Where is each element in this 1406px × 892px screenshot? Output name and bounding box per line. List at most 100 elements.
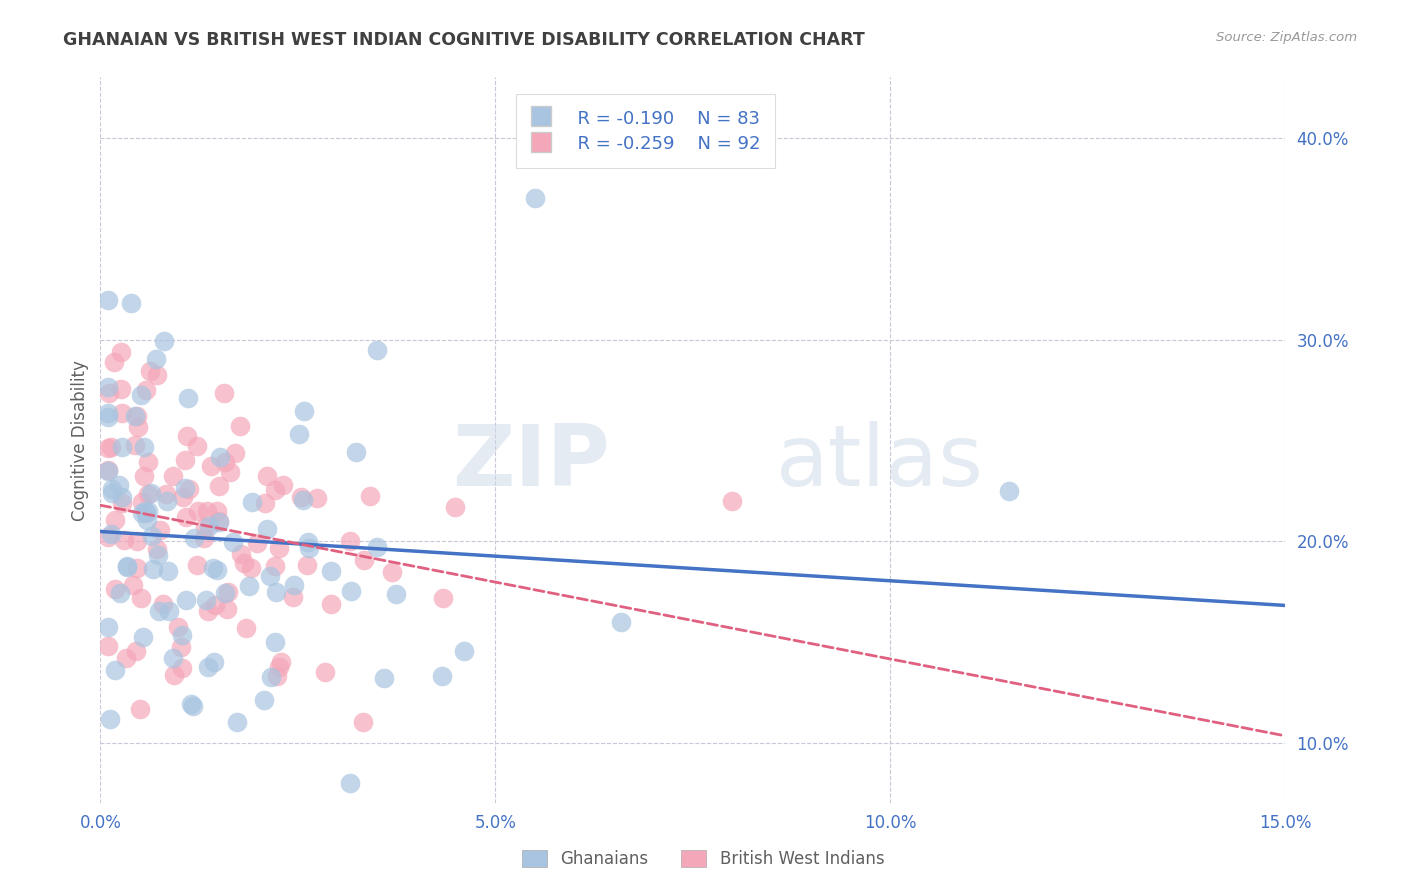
- Point: [129, 388, 152, 402]
- Point: [283, 577, 305, 591]
- Point: [205, 563, 228, 577]
- Point: [124, 409, 146, 423]
- Point: [162, 650, 184, 665]
- Point: [176, 429, 198, 443]
- Point: [97, 380, 120, 394]
- Point: [136, 513, 159, 527]
- Point: [97, 464, 120, 478]
- Point: [198, 519, 221, 533]
- Point: [235, 621, 257, 635]
- Point: [366, 540, 388, 554]
- Point: [259, 569, 281, 583]
- Point: [97, 463, 120, 477]
- Point: [146, 548, 169, 562]
- Point: [283, 590, 305, 604]
- Point: [136, 503, 159, 517]
- Point: [111, 440, 134, 454]
- Point: [264, 635, 287, 649]
- Point: [152, 597, 174, 611]
- Point: [179, 482, 201, 496]
- Point: [385, 587, 408, 601]
- Point: [195, 592, 218, 607]
- Point: [131, 506, 153, 520]
- Point: [148, 604, 170, 618]
- Point: [125, 533, 148, 548]
- Point: [267, 660, 290, 674]
- Point: [174, 509, 197, 524]
- Point: [127, 561, 149, 575]
- Point: [125, 644, 148, 658]
- Point: [156, 494, 179, 508]
- Point: [104, 663, 127, 677]
- Point: [266, 669, 288, 683]
- Point: [170, 661, 193, 675]
- Point: [267, 541, 290, 555]
- Point: [214, 586, 236, 600]
- Point: [183, 531, 205, 545]
- Point: [159, 604, 181, 618]
- Point: [145, 351, 167, 366]
- Legend:   R = -0.190    N = 83,   R = -0.259    N = 92: R = -0.190 N = 83, R = -0.259 N = 92: [516, 94, 775, 168]
- Point: [156, 564, 179, 578]
- Point: [212, 386, 235, 401]
- Point: [100, 527, 122, 541]
- Point: [523, 191, 546, 205]
- Point: [270, 655, 292, 669]
- Point: [373, 671, 395, 685]
- Point: [100, 441, 122, 455]
- Point: [124, 438, 146, 452]
- Point: [314, 665, 336, 679]
- Point: [256, 522, 278, 536]
- Point: [266, 585, 288, 599]
- Point: [112, 533, 135, 547]
- Point: [307, 491, 329, 505]
- Point: [110, 344, 132, 359]
- Point: [226, 715, 249, 730]
- Point: [229, 419, 252, 434]
- Text: Source: ZipAtlas.com: Source: ZipAtlas.com: [1216, 31, 1357, 45]
- Point: [97, 409, 120, 424]
- Point: [238, 579, 260, 593]
- Point: [187, 504, 209, 518]
- Point: [139, 364, 162, 378]
- Point: [366, 343, 388, 357]
- Point: [121, 578, 143, 592]
- Point: [287, 427, 309, 442]
- Point: [253, 692, 276, 706]
- Point: [107, 478, 129, 492]
- Point: [298, 541, 321, 555]
- Point: [131, 495, 153, 509]
- Point: [135, 383, 157, 397]
- Point: [115, 650, 138, 665]
- Point: [97, 293, 120, 307]
- Point: [264, 483, 287, 497]
- Point: [100, 482, 122, 496]
- Point: [340, 584, 363, 599]
- Point: [186, 558, 208, 572]
- Point: [207, 514, 229, 528]
- Point: [129, 702, 152, 716]
- Point: [297, 558, 319, 572]
- Point: [292, 404, 315, 418]
- Point: [233, 556, 256, 570]
- Point: [115, 559, 138, 574]
- Point: [174, 481, 197, 495]
- Point: [129, 591, 152, 606]
- Point: [197, 604, 219, 618]
- Point: [170, 640, 193, 654]
- Text: atlas: atlas: [776, 421, 984, 504]
- Point: [217, 584, 239, 599]
- Point: [101, 485, 124, 500]
- Point: [172, 628, 194, 642]
- Point: [136, 487, 159, 501]
- Point: [98, 712, 121, 726]
- Point: [207, 479, 229, 493]
- Point: [260, 670, 283, 684]
- Point: [115, 558, 138, 573]
- Point: [610, 615, 633, 630]
- Point: [360, 489, 382, 503]
- Point: [321, 598, 343, 612]
- Point: [202, 656, 225, 670]
- Point: [135, 506, 157, 520]
- Point: [97, 385, 120, 400]
